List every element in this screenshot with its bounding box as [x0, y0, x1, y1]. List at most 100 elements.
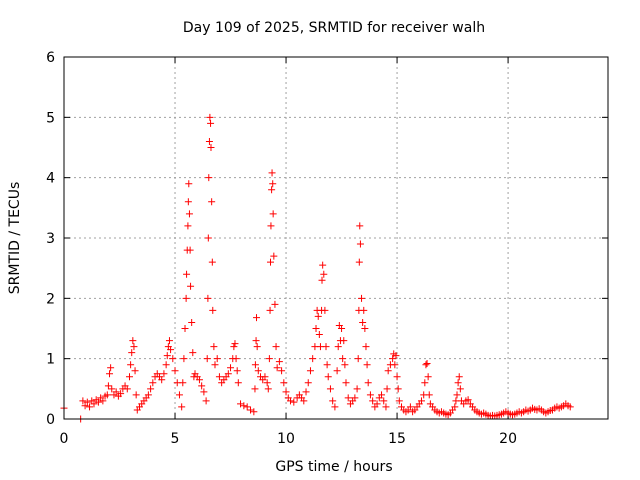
data-point — [456, 385, 464, 393]
data-point — [203, 355, 211, 363]
data-point — [224, 370, 232, 378]
data-point — [129, 337, 137, 345]
data-point — [361, 325, 369, 332]
data-point — [209, 306, 217, 314]
data-point — [230, 343, 238, 351]
data-point — [354, 355, 362, 363]
data-point — [131, 367, 139, 375]
data-point — [215, 373, 223, 381]
data-point — [300, 397, 308, 405]
x-tick-label: 0 — [60, 431, 69, 447]
data-point — [306, 367, 314, 375]
data-point — [324, 373, 332, 381]
data-point — [181, 325, 189, 332]
data-point — [90, 400, 98, 408]
data-point — [253, 343, 261, 351]
data-point — [318, 276, 326, 284]
data-point — [275, 358, 283, 366]
data-point — [149, 379, 157, 387]
data-point — [94, 398, 102, 406]
data-point — [383, 385, 391, 393]
data-point — [237, 400, 245, 408]
data-point — [378, 391, 386, 399]
data-point — [280, 379, 288, 387]
data-point — [320, 270, 328, 278]
y-tick-label: 6 — [46, 50, 55, 66]
data-point — [180, 355, 188, 363]
x-axis-title: GPS time / hours — [275, 459, 392, 475]
data-point — [188, 318, 196, 326]
data-point — [321, 306, 329, 314]
grid-lines — [64, 57, 608, 419]
data-point — [86, 403, 94, 411]
data-point — [185, 180, 193, 188]
data-point — [464, 396, 472, 404]
data-point — [341, 361, 349, 369]
data-points — [60, 113, 574, 423]
data-point — [165, 337, 173, 345]
data-point — [158, 376, 166, 384]
data-point — [451, 403, 459, 411]
data-point — [424, 373, 432, 381]
data-point — [282, 388, 290, 396]
data-point — [353, 385, 361, 393]
data-point — [79, 397, 87, 405]
data-point — [103, 391, 111, 399]
data-point — [302, 388, 310, 396]
data-point — [175, 391, 183, 399]
x-tick-label: 5 — [171, 431, 180, 447]
data-point — [106, 370, 114, 378]
data-point — [334, 343, 342, 351]
data-point — [207, 119, 215, 127]
data-point — [267, 222, 275, 230]
data-point — [342, 379, 350, 387]
data-point — [183, 270, 191, 278]
data-point — [319, 261, 327, 269]
data-point — [326, 385, 334, 393]
data-point — [208, 198, 216, 206]
data-point — [364, 379, 372, 387]
data-point — [340, 337, 348, 345]
data-point — [128, 349, 136, 357]
data-point — [240, 402, 248, 410]
data-point — [273, 364, 281, 372]
data-point — [185, 210, 193, 218]
x-tick-label: 10 — [277, 431, 295, 447]
y-tick-label: 1 — [46, 352, 55, 368]
data-point — [178, 403, 186, 411]
data-point — [268, 186, 276, 194]
y-tick-label: 5 — [46, 110, 55, 126]
data-point — [130, 343, 138, 351]
data-point — [251, 361, 259, 369]
data-point — [81, 402, 89, 410]
data-point — [339, 355, 347, 363]
data-point — [331, 403, 339, 411]
x-tick-label: 15 — [388, 431, 406, 447]
data-point — [338, 325, 346, 332]
axis-ticks: 0 1 2 3 4 5 6 0 5 10 15 20 — [46, 50, 608, 447]
data-point — [315, 331, 323, 339]
data-point — [454, 379, 462, 387]
data-point — [250, 408, 258, 416]
data-point — [144, 391, 152, 399]
data-point — [271, 300, 279, 308]
data-point — [108, 385, 116, 393]
data-point — [127, 361, 135, 369]
data-point — [333, 367, 341, 375]
y-tick-label: 0 — [46, 412, 55, 428]
data-point — [205, 137, 213, 145]
data-point — [355, 258, 363, 266]
data-point — [252, 337, 260, 345]
data-point — [167, 346, 175, 354]
data-point — [384, 367, 392, 375]
data-point — [344, 394, 352, 402]
y-tick-label: 2 — [46, 291, 55, 307]
data-point — [251, 385, 259, 393]
data-point — [290, 398, 298, 406]
data-point — [208, 258, 216, 266]
data-point — [566, 403, 574, 411]
data-point — [309, 355, 317, 363]
data-point — [393, 373, 401, 381]
data-point — [204, 234, 212, 242]
data-point — [360, 306, 368, 314]
